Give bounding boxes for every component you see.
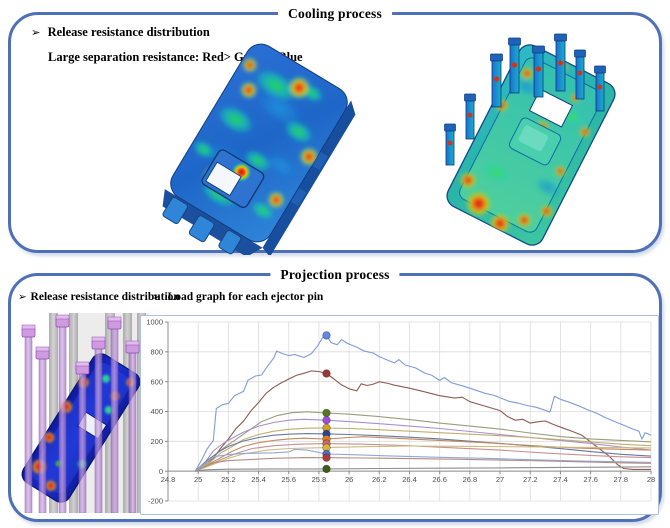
x-axis-tick-label: 25.4	[251, 475, 266, 484]
release-resistance-bullet: ➢ Release resistance distribution	[31, 25, 210, 40]
series-line-ejector-pin-8	[194, 443, 652, 472]
series-line-ejector-pin-6	[194, 433, 652, 472]
projection-panel-title: Projection process	[270, 267, 400, 283]
x-axis-tick-label: 25.2	[221, 475, 236, 484]
x-axis-tick-label: 28	[647, 475, 655, 484]
x-axis-tick-label: 27.8	[614, 475, 629, 484]
release-resistance-bullet-2: ➢ Release resistance distribution	[18, 291, 180, 303]
x-axis-tick-label: 27.6	[583, 475, 598, 484]
load-graph-svg: -200 0 200 400 600 800 1000 24.8 25 25.2 25.4 25.6 2…	[146, 318, 655, 506]
arrow-bullet-icon: ➢	[152, 291, 161, 303]
x-axis-tick-label: 25	[194, 475, 202, 484]
series-line-ejector-pin-9	[195, 445, 652, 472]
x-axis-tick-label: 26	[345, 475, 353, 484]
series-line-ejector-pin-5	[194, 427, 652, 472]
x-axis-tick-label: 25.8	[312, 475, 327, 484]
ejector-pins	[21, 314, 140, 513]
x-axis-tick-label: 26.8	[463, 475, 478, 484]
x-axis-tick-label: 25.6	[281, 475, 296, 484]
pin-caps	[21, 314, 140, 375]
chart-peak-markers	[322, 331, 331, 474]
load-graph-chart: -200 0 200 400 600 800 1000 24.8 25 25.2 25.4 25.6 2…	[140, 315, 659, 515]
y-axis-tick-label: 400	[150, 407, 163, 416]
load-graph-bullet: ➢ Load graph for each ejector pin	[152, 291, 323, 303]
peak-marker-ejector-pin-4	[322, 415, 331, 425]
series-line-ejector-pin-1	[194, 334, 652, 472]
projection-process-panel: Projection process ➢ Release resistance …	[8, 267, 662, 522]
color-scale-note: Large separation resistance: Red> Grade>…	[48, 50, 303, 64]
series-line-ejector-pin-12	[195, 466, 652, 472]
x-axis-tick-label: 24.8	[161, 475, 176, 484]
peak-marker-ejector-pin-2	[322, 369, 331, 378]
arrow-bullet-icon: ➢	[31, 26, 41, 39]
y-axis-tick-label: 200	[150, 437, 163, 446]
y-axis-tick-label: 1000	[146, 318, 163, 327]
x-axis-tick-label: 26.4	[402, 475, 417, 484]
load-graph-label: Load graph for each ejector pin	[167, 291, 324, 303]
x-axis-tick-label: 27	[496, 475, 504, 484]
mold-core-heatmap-image	[444, 33, 616, 246]
core-posts	[444, 33, 606, 166]
release-resistance-label-2: Release resistance distribution	[30, 291, 180, 303]
series-line-ejector-pin-3	[194, 411, 652, 472]
y-axis-tick-label: 800	[150, 347, 163, 356]
cooling-process-panel: Cooling process ➢ Release resistance dis…	[8, 6, 662, 255]
series-line-ejector-pin-11	[194, 457, 652, 472]
ejector-pins-model-image	[21, 313, 149, 513]
series-line-ejector-pin-10	[194, 448, 652, 472]
series-line-ejector-pin-4	[194, 418, 652, 472]
mold-top-heatmap-image	[162, 43, 356, 255]
y-axis-tick-label: -200	[148, 497, 163, 506]
series-line-ejector-pin-7	[194, 436, 652, 472]
y-axis-tick-label: 0	[159, 467, 163, 476]
chart-axes: -200 0 200 400 600 800 1000 24.8 25 25.2 25.4 25.6 2…	[146, 318, 655, 506]
peak-marker-ejector-pin-1	[322, 331, 331, 340]
peak-marker-ejector-pin-12	[322, 464, 331, 474]
peak-marker-ejector-pin-11	[322, 453, 331, 462]
series-line-ejector-pin-2	[194, 370, 651, 472]
x-axis-tick-label: 27.4	[553, 475, 568, 484]
cooling-panel-title: Cooling process	[278, 6, 392, 22]
x-axis-tick-label: 26.6	[432, 475, 447, 484]
y-axis-tick-label: 600	[150, 377, 163, 386]
x-axis-tick-label: 27.2	[523, 475, 538, 484]
arrow-bullet-icon: ➢	[18, 291, 27, 303]
x-axis-tick-label: 26.2	[372, 475, 387, 484]
chart-series-lines	[194, 334, 652, 472]
peak-marker-ejector-pin-3	[322, 408, 331, 418]
release-resistance-label: Release resistance distribution	[47, 25, 210, 39]
